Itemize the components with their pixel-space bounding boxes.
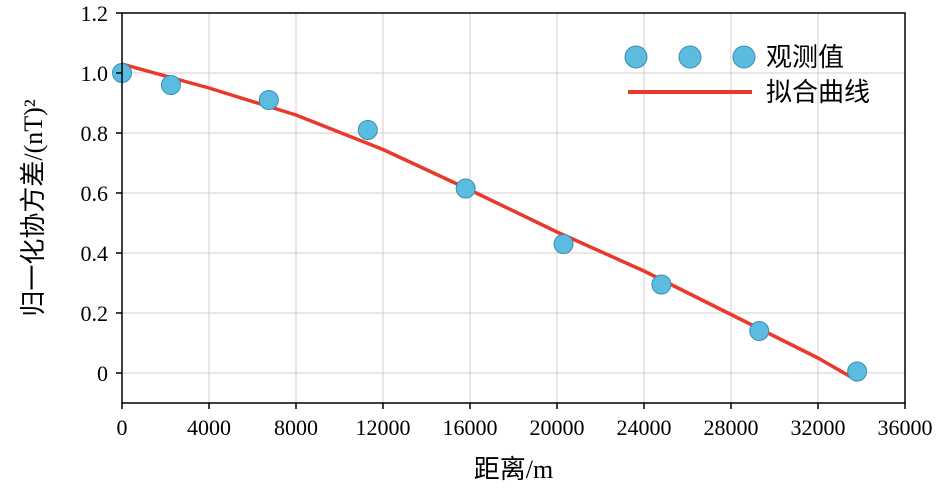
- x-tick-label: 8000: [274, 415, 318, 440]
- plot-frame: [121, 12, 906, 404]
- x-tick-label: 28000: [704, 415, 759, 440]
- legend-marker-observed-1: [624, 45, 648, 69]
- legend-label-fit: 拟合曲线: [766, 78, 870, 107]
- y-tick-label: 1.0: [81, 61, 109, 86]
- x-tick-label: 0: [117, 415, 128, 440]
- y-tick-label: 1.2: [81, 1, 109, 26]
- legend-marker-observed-2: [678, 45, 702, 69]
- data-point: [258, 90, 279, 110]
- x-tick-label: 32000: [791, 415, 846, 440]
- x-tick-label: 24000: [617, 415, 672, 440]
- x-tick-label: 12000: [356, 415, 411, 440]
- data-point: [847, 361, 868, 382]
- data-point: [553, 234, 574, 254]
- x-axis-ticks: 0 4000 8000 12000 16000 20000 24000 28000 32000 3…: [117, 403, 933, 440]
- x-tick-label: 16000: [443, 415, 498, 440]
- fit-curve: [121, 62, 858, 383]
- data-point: [749, 321, 770, 341]
- data-point: [455, 178, 476, 199]
- x-tick-label: 4000: [187, 415, 231, 440]
- x-tick-label: 20000: [530, 415, 585, 440]
- y-axis-label: 归一化协方差/(nT)²: [19, 99, 48, 316]
- x-tick-label: 36000: [878, 415, 933, 440]
- observed-points-series: [112, 63, 868, 382]
- y-axis-ticks: 0 0.2 0.4 0.6 0.8 1.0 1.2: [81, 1, 122, 386]
- legend: 观测值 拟合曲线: [624, 43, 870, 107]
- y-tick-label: 0.8: [81, 121, 109, 146]
- legend-label-observed: 观测值: [766, 43, 844, 72]
- data-point: [160, 75, 181, 95]
- y-tick-label: 0: [97, 361, 108, 386]
- y-tick-label: 0.2: [81, 301, 109, 326]
- data-point: [651, 274, 672, 295]
- y-tick-label: 0.6: [81, 181, 109, 206]
- data-point: [357, 120, 378, 140]
- legend-marker-observed-3: [732, 45, 756, 69]
- fit-line-series: [121, 62, 858, 383]
- y-tick-label: 0.4: [81, 241, 109, 266]
- x-axis-label: 距离/m: [474, 455, 553, 484]
